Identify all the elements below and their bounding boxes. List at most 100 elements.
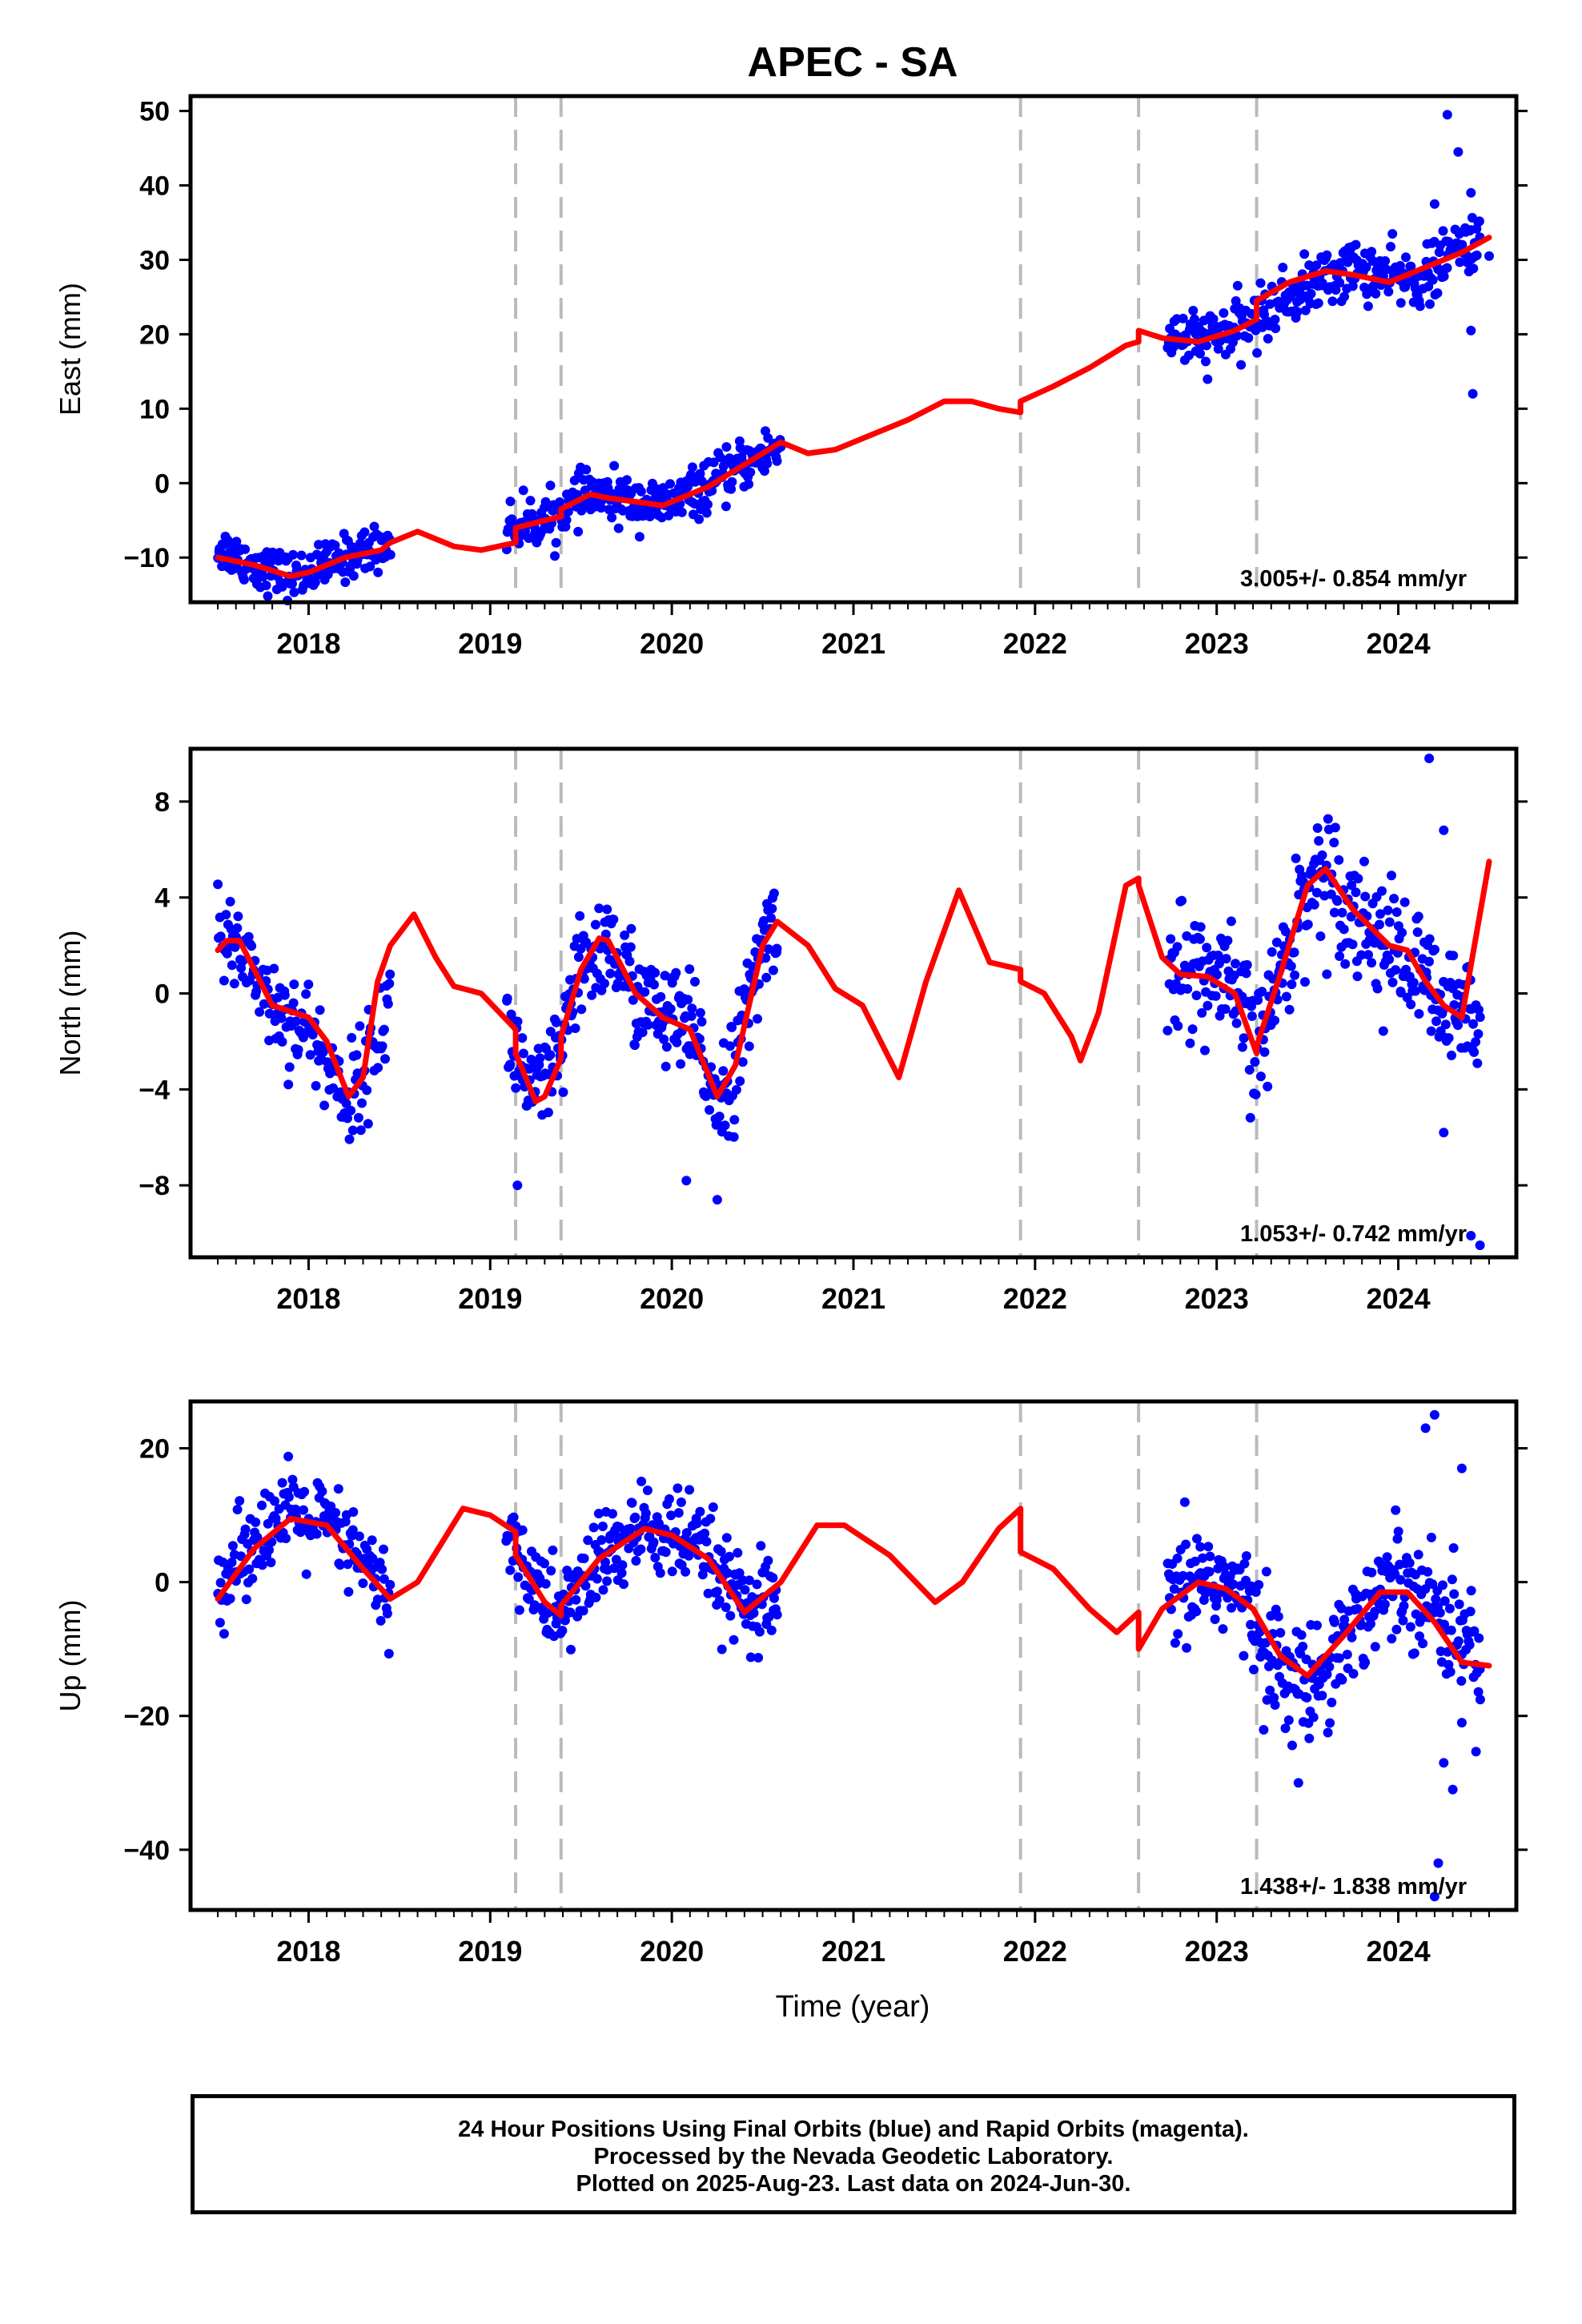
y-tick-label: 0	[155, 1568, 170, 1598]
data-point	[588, 1522, 599, 1533]
data-point	[548, 1545, 558, 1555]
data-point	[712, 1586, 722, 1597]
data-point	[1342, 1650, 1352, 1659]
data-point	[695, 1506, 705, 1517]
data-point	[357, 1098, 367, 1108]
data-point-outlier	[1466, 187, 1476, 198]
data-point	[1173, 1021, 1183, 1031]
data-point	[1347, 939, 1358, 950]
data-point	[1187, 1024, 1198, 1035]
footer-note: 24 Hour Positions Using Final Orbits (bl…	[191, 2094, 1516, 2214]
data-point	[673, 1483, 683, 1494]
data-point	[1401, 252, 1411, 263]
data-point	[1372, 983, 1383, 994]
data-point	[592, 1574, 602, 1584]
data-point	[540, 1558, 549, 1569]
data-point	[714, 1112, 725, 1122]
data-point	[692, 1518, 702, 1529]
data-point	[720, 1120, 730, 1131]
data-point	[557, 1626, 568, 1636]
data-point	[311, 1529, 322, 1539]
data-point	[650, 1553, 661, 1562]
data-point	[636, 486, 646, 497]
data-point	[1426, 1026, 1436, 1036]
data-point	[735, 1076, 745, 1086]
data-point	[1469, 1626, 1480, 1636]
data-point	[227, 1541, 238, 1551]
data-point	[344, 1134, 355, 1144]
data-point	[377, 1564, 387, 1574]
data-point	[705, 1105, 715, 1115]
data-point	[1415, 301, 1425, 312]
data-point	[768, 965, 778, 975]
data-point	[729, 1132, 739, 1142]
data-point	[745, 1575, 754, 1586]
y-tick-label: 20	[139, 1433, 170, 1464]
data-point	[759, 915, 769, 926]
data-point	[385, 549, 396, 560]
data-point	[1182, 983, 1193, 994]
data-point	[1399, 897, 1410, 907]
data-point-outlier	[1456, 1463, 1467, 1474]
data-point	[233, 911, 243, 922]
data-point	[355, 1021, 365, 1031]
data-point	[1172, 942, 1182, 952]
data-point	[1298, 1642, 1308, 1651]
data-point	[661, 1061, 671, 1072]
data-point	[377, 1041, 387, 1051]
data-point	[1308, 1712, 1319, 1723]
data-point	[1313, 298, 1323, 308]
data-point	[351, 1050, 362, 1060]
data-point	[1255, 1072, 1266, 1082]
data-point	[766, 1625, 777, 1635]
data-point	[737, 1057, 748, 1068]
data-point	[343, 1113, 352, 1124]
data-point	[1201, 356, 1211, 367]
data-point	[281, 1534, 291, 1543]
data-point	[1415, 1631, 1424, 1642]
data-point	[1438, 1580, 1447, 1590]
data-point	[1367, 958, 1377, 968]
model-line	[215, 1506, 1492, 1679]
data-point	[1347, 1632, 1357, 1642]
data-point	[341, 1099, 351, 1108]
data-point	[383, 999, 393, 1009]
y-tick-label: 30	[139, 245, 170, 275]
x-tick-label: 2019	[458, 1282, 522, 1315]
data-point	[258, 572, 268, 582]
x-tick-label: 2018	[276, 627, 340, 660]
data-point	[359, 527, 370, 537]
data-point	[1212, 970, 1222, 980]
data-point	[579, 1554, 589, 1563]
data-point	[1449, 1589, 1460, 1599]
data-point	[1329, 907, 1339, 918]
y-axis-label: North (mm)	[54, 931, 86, 1076]
x-tick-label: 2023	[1185, 1935, 1249, 1968]
data-point	[340, 577, 351, 587]
data-point	[276, 1013, 287, 1023]
data-point	[1219, 308, 1229, 318]
data-point	[1439, 271, 1449, 282]
data-point	[1312, 1620, 1322, 1630]
data-point	[1411, 986, 1420, 996]
data-point	[296, 550, 307, 561]
data-point	[1296, 1630, 1307, 1640]
data-point	[1361, 262, 1371, 272]
data-point	[1347, 880, 1357, 891]
data-point-outlier	[1433, 1858, 1443, 1868]
data-point	[1192, 1534, 1202, 1544]
data-point	[701, 508, 712, 518]
data-point	[581, 464, 592, 475]
data-point	[375, 1615, 386, 1626]
data-point	[729, 1115, 740, 1125]
data-point	[1391, 1505, 1401, 1515]
data-point	[665, 1003, 676, 1014]
data-point	[1431, 1594, 1441, 1604]
data-point	[1383, 287, 1394, 297]
y-tick-label: 8	[155, 787, 170, 818]
data-point	[600, 979, 609, 989]
data-point	[1395, 298, 1406, 308]
data-point	[1228, 1579, 1239, 1590]
